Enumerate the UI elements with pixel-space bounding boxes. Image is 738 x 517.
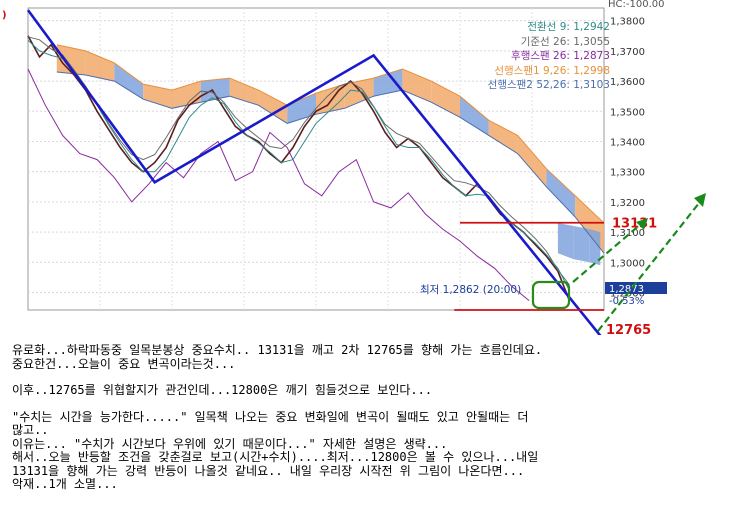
- cloud-segment: [431, 81, 460, 118]
- chikou-line: [27, 68, 530, 301]
- y-tick-label: 1,3700: [610, 47, 645, 58]
- trend-zigzag-line: [26, 9, 602, 335]
- article-line: 13131을 향해 가는 강력 반등이 나올것 같네요.. 내일 우리장 시작전…: [12, 463, 525, 478]
- y-tick-label: 1,3200: [610, 198, 645, 209]
- plot-background: [27, 7, 605, 311]
- cloud-segment: [258, 90, 288, 124]
- y-tick-label: 1,3800: [610, 17, 645, 28]
- forecast-arrow: [597, 197, 704, 332]
- cloud-segment: [517, 135, 547, 187]
- article-line: 해서..오늘 반등할 조건을 갖춘걸로 보고(시간+수치)....최저...12…: [12, 450, 539, 464]
- legend-senkou-a: 선행스팬1 9,26: 1,2998: [494, 64, 610, 77]
- legend-senkou-b: 선행스팬2 52,26: 1,3103: [487, 79, 610, 92]
- cloud-segment: [557, 223, 574, 260]
- cloud-segment: [460, 96, 489, 136]
- article-line: 악재..1개 소멸...: [12, 477, 118, 491]
- y-tick-label: 1,3100: [610, 228, 645, 239]
- senkou-b-line: [56, 71, 605, 254]
- cloud-segment: [344, 78, 374, 109]
- cloud-segment: [373, 69, 403, 97]
- y-tick-label: 1,3500: [610, 107, 645, 118]
- indicator-legend: 전환선 9: 1,2942 기준선 26: 1,3055 후행스팬 26: 1,…: [488, 20, 610, 93]
- top-left-marker: ): [2, 10, 7, 21]
- senkou-a-line: [56, 44, 605, 224]
- forecast-arrow: [572, 217, 649, 283]
- article-line: 많고..: [12, 423, 49, 437]
- forecast-arrowhead: [694, 193, 706, 207]
- cloud-segment: [85, 50, 115, 82]
- cloud-segment: [114, 62, 144, 100]
- forecast-arrowhead: [636, 218, 648, 230]
- highlight-box: [531, 280, 571, 310]
- level-label-12765: 12765: [606, 323, 651, 335]
- y-tick-label: 1,3000: [610, 258, 645, 269]
- legend-kijun: 기준선 26: 1,3055: [520, 35, 610, 48]
- cloud-segment: [402, 69, 432, 103]
- legend-tenkan: 전환선 9: 1,2942: [527, 21, 610, 33]
- cloud-segment: [143, 84, 172, 109]
- cloud-segment: [56, 44, 86, 76]
- change-label: -0.53%: [609, 296, 644, 307]
- y-tick-label: 1,3400: [610, 137, 645, 148]
- y-tick-label: 1,3300: [610, 168, 645, 179]
- article-line: 이후..12765를 위협할지가 관건인데...12800은 깨기 힘들것으로 …: [12, 383, 433, 397]
- y-tick-label: 1,3600: [610, 77, 645, 88]
- article-line: 유로화...하락파동중 일목분봉상 중요수치.. 13131을 깨고 2차 12…: [12, 343, 543, 357]
- cloud-segment: [546, 168, 576, 217]
- low-annotation: 최저 1,2862 (20:00): [420, 284, 521, 296]
- legend-chikou: 후행스팬 26: 1,2873: [511, 50, 610, 63]
- price-chart: 1,3800 1,3700 1,3600 1,3500 1,3400 1,3300 1,32…: [2, 0, 706, 335]
- top-axis-label: HC:-100.00: [608, 0, 664, 10]
- article-line: 이유는... "수치가 시간보다 우위에 있기 때문이다..." 자세한 설명은…: [12, 436, 448, 451]
- article-line: 중요한건...오늘이 중요 변곡이라는것...: [12, 356, 236, 371]
- cloud-segment: [573, 226, 590, 263]
- article-text: 유로화...하락파동중 일목분봉상 중요수치.. 13131을 깨고 2차 12…: [12, 343, 728, 492]
- chart-area: 1,3800 1,3700 1,3600 1,3500 1,3400 1,3300 1,32…: [2, 0, 706, 335]
- article-line: "수치는 시간을 능가한다....." 일목책 나오는 중요 변화일에 변곡이 …: [12, 409, 529, 424]
- cloud-segment: [200, 78, 230, 103]
- cloud-segment: [488, 120, 518, 154]
- tenkan-line: [27, 39, 570, 291]
- current-price-label: 1,2873: [609, 284, 644, 295]
- cloud-segment: [287, 93, 316, 124]
- cloud-segment: [229, 78, 259, 106]
- current-price-box: [605, 282, 667, 294]
